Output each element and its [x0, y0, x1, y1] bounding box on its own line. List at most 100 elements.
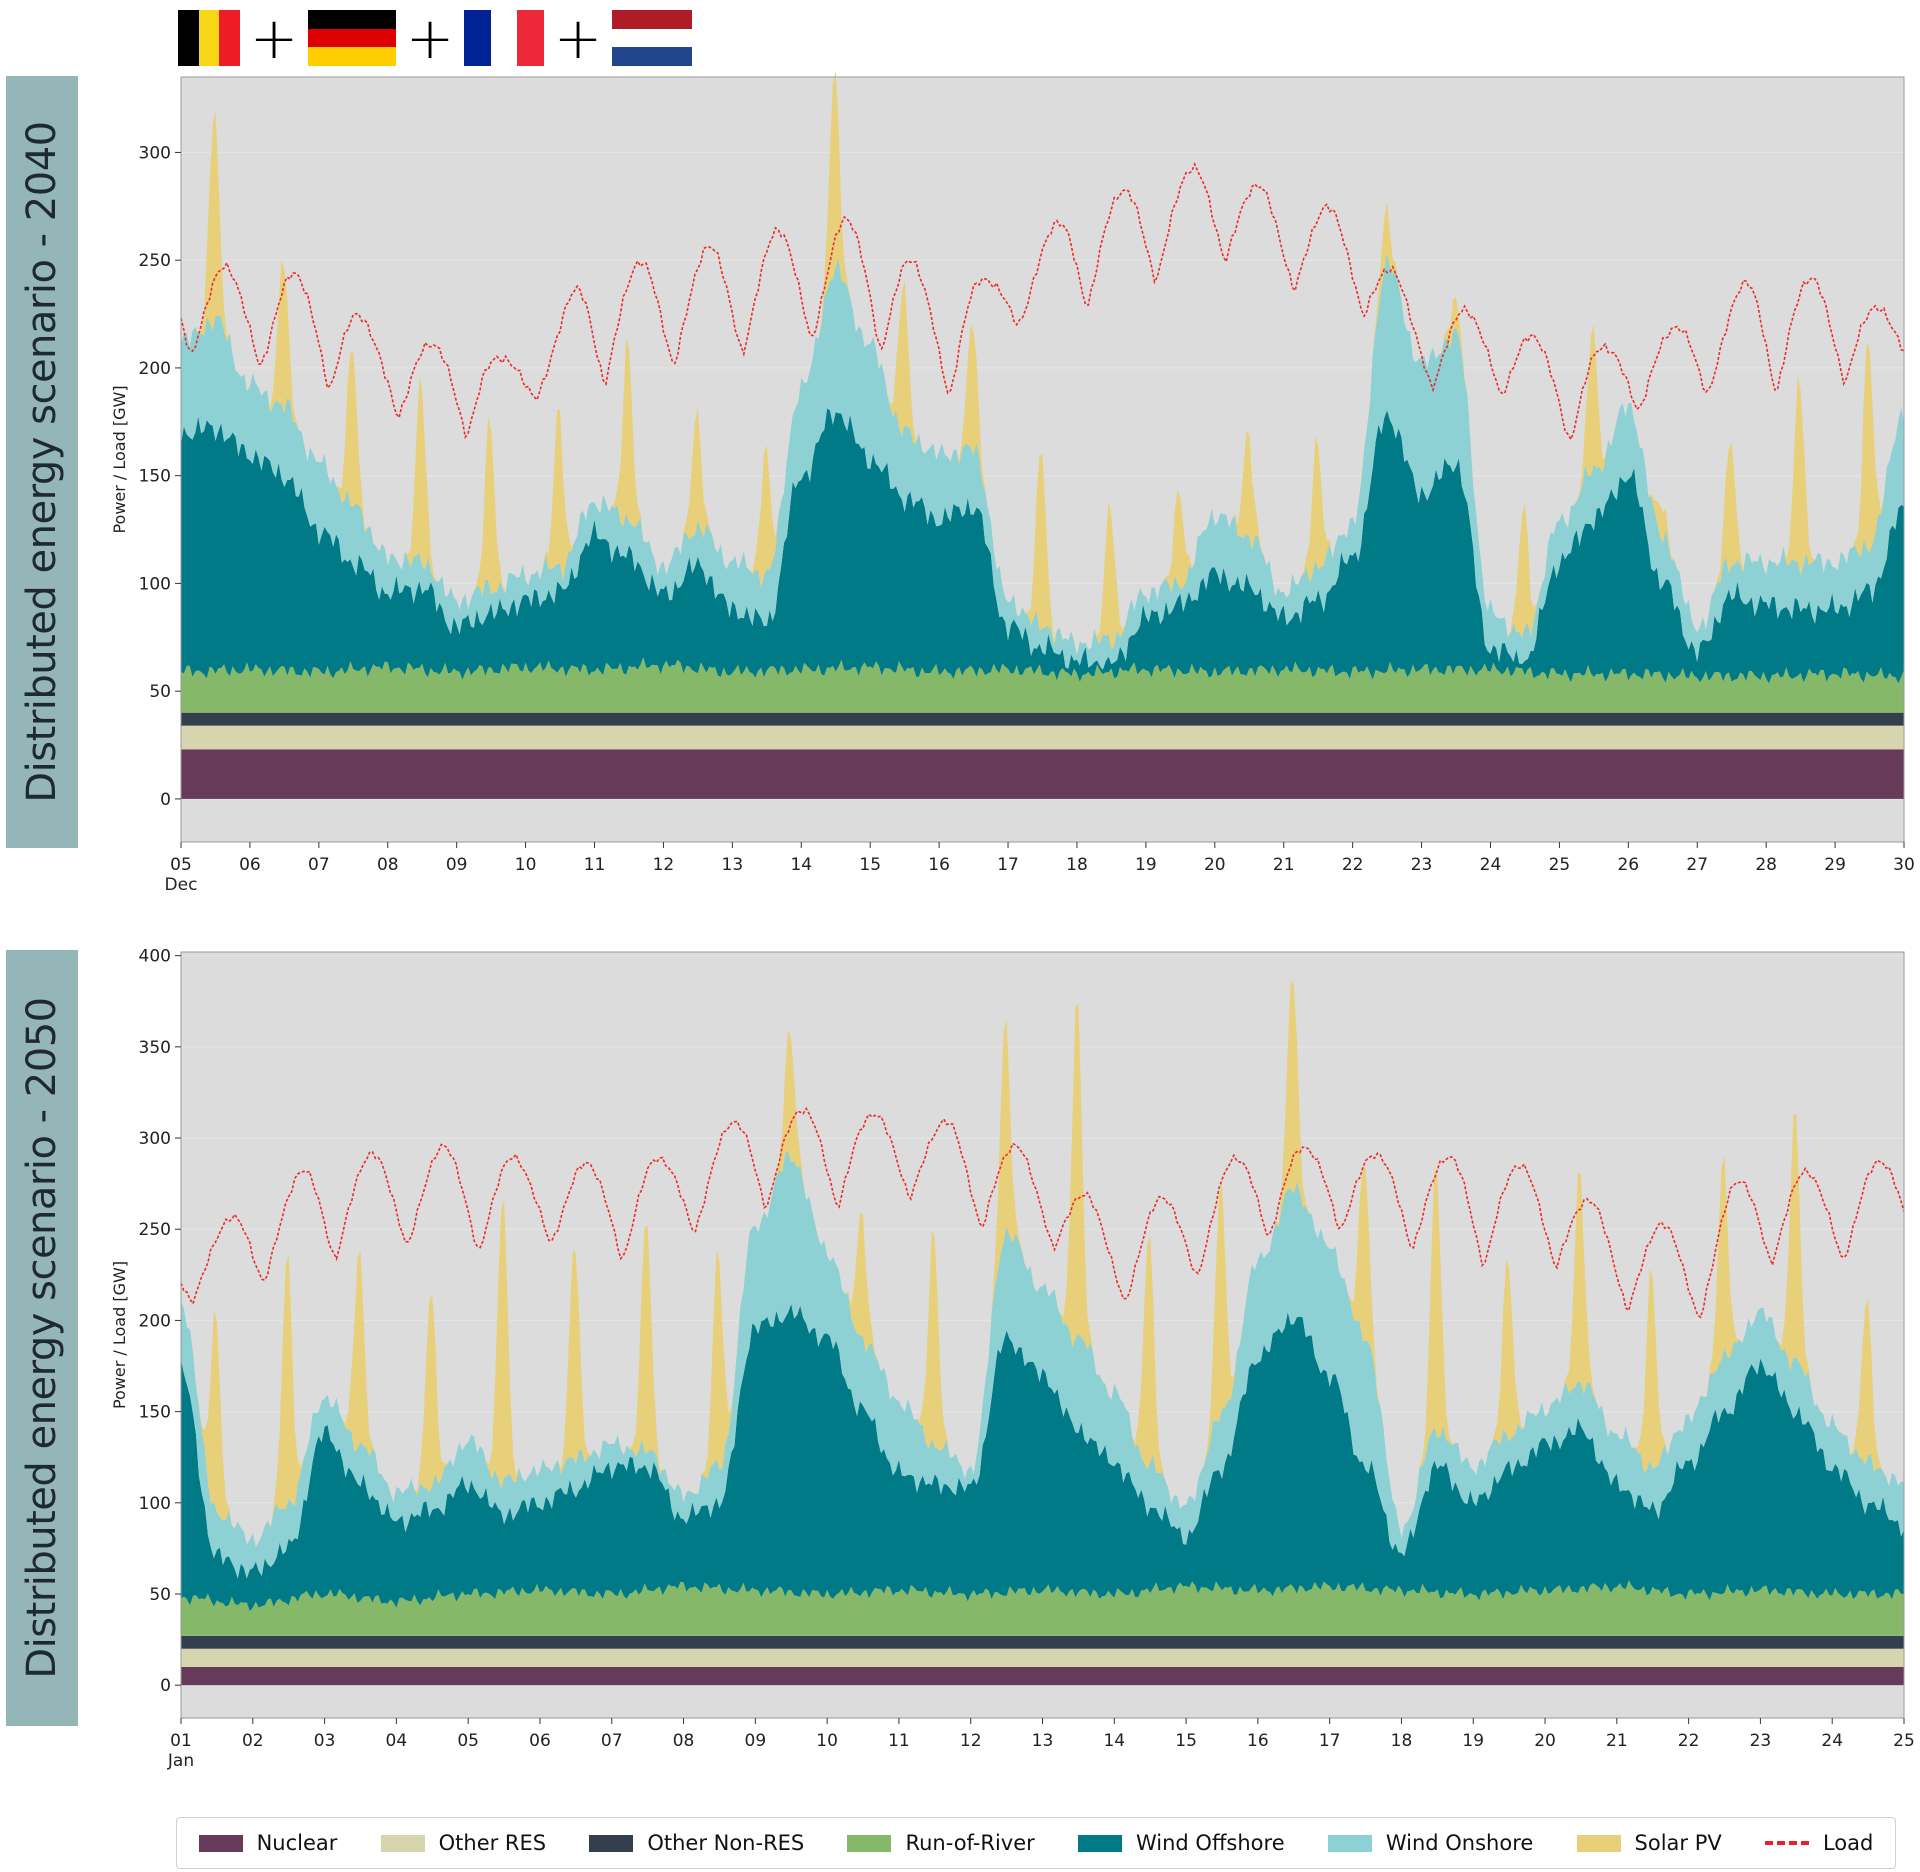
x-tick-label: 28: [1755, 855, 1777, 875]
x-tick-label: 26: [1617, 855, 1639, 875]
load-line: [180, 1106, 1905, 1319]
x-tick-label: 21: [1273, 855, 1295, 875]
y-tick-label: 50: [149, 1585, 171, 1605]
x-tick-label: 09: [745, 1731, 767, 1751]
legend-item-load: Load: [1764, 1831, 1874, 1855]
legend-label: Nuclear: [256, 1831, 338, 1855]
legend-swatch: [380, 1834, 425, 1852]
x-tick-label: 24: [1821, 1731, 1843, 1751]
y-tick-label: 100: [139, 1494, 171, 1514]
scenario-label-2050: Distributed energy scenario - 2050: [6, 950, 78, 1726]
x-tick-label: 09: [446, 855, 468, 875]
chart-2040: 0 50 100 150 200 250 300 Power / Load [GW] 05Dec…: [110, 71, 1915, 895]
netherlands-flag-icon: [612, 10, 692, 67]
x-tick-label: 07: [308, 855, 330, 875]
x-tick-label: 08: [377, 855, 399, 875]
y-tick-label: 150: [139, 1403, 171, 1423]
country-flags: + + +: [178, 4, 692, 72]
x-tick-label: 20: [1534, 1731, 1556, 1751]
other-res-band: [181, 725, 1904, 750]
x-tick-month-label: Dec: [165, 875, 198, 895]
x-tick-label: 19: [1462, 1731, 1484, 1751]
x-tick-label: 30: [1893, 855, 1915, 875]
x-tick-label: 11: [584, 855, 606, 875]
x-tick-label: 21: [1606, 1731, 1628, 1751]
x-tick-label: 11: [888, 1731, 910, 1751]
x-tick-label: 16: [1247, 1731, 1269, 1751]
x-tick-label: 06: [239, 855, 261, 875]
y-tick-label: 250: [139, 251, 171, 271]
x-tick-label: 19: [1135, 855, 1157, 875]
x-tick-label: 06: [529, 1731, 551, 1751]
legend-item-wind-onshore: Wind Onshore: [1327, 1831, 1534, 1855]
run-of-river-area: [181, 1580, 1904, 1636]
y-axis-label: Power / Load [GW]: [110, 1261, 129, 1409]
x-tick-label: 08: [673, 1731, 695, 1751]
wind-offshore-area: [181, 1304, 1904, 1612]
scenario-label-2040: Distributed energy scenario - 2040: [6, 76, 78, 848]
x-tick-label: 18: [1391, 1731, 1413, 1751]
other-non-res-band: [181, 1635, 1904, 1649]
x-tick-label: 17: [997, 855, 1019, 875]
chart-legend: Nuclear Other RES Other Non-RES Run-of-Rive…: [176, 1817, 1896, 1869]
legend-item-run-of-river: Run-of-River: [847, 1831, 1035, 1855]
y-tick-label: 400: [139, 947, 171, 967]
other-non-res-band: [181, 712, 1904, 726]
legend-swatch: [198, 1834, 243, 1852]
x-tick-label: 15: [1175, 1731, 1197, 1751]
legend-item-nuclear: Nuclear: [198, 1831, 338, 1855]
legend-swatch: [1576, 1834, 1621, 1852]
x-tick-label: 22: [1342, 855, 1364, 875]
run-of-river-area: [181, 657, 1904, 713]
x-tick-label: 25: [1893, 1731, 1915, 1751]
x-tick-label: 13: [1032, 1731, 1054, 1751]
y-tick-label: 300: [139, 1129, 171, 1149]
legend-item-other-non-res: Other Non-RES: [589, 1831, 804, 1855]
x-tick-label: 23: [1750, 1731, 1772, 1751]
y-tick-label: 250: [139, 1220, 171, 1240]
x-tick-label: 14: [790, 855, 812, 875]
x-tick-label: 05: [170, 855, 192, 875]
x-tick-label: 13: [722, 855, 744, 875]
x-tick-label: 16: [928, 855, 950, 875]
legend-swatch: [589, 1834, 634, 1852]
plus-sign-2: +: [405, 4, 455, 72]
legend-item-solar-pv: Solar PV: [1576, 1831, 1722, 1855]
x-tick-label: 22: [1678, 1731, 1700, 1751]
germany-flag-icon: [308, 10, 396, 67]
nuclear-band: [181, 1666, 1904, 1686]
legend-item-other-res: Other RES: [380, 1831, 547, 1855]
x-tick-label: 01: [170, 1731, 192, 1751]
legend-label: Solar PV: [1634, 1831, 1722, 1855]
nuclear-band: [181, 749, 1904, 799]
x-tick-label: 20: [1204, 855, 1226, 875]
x-tick-label: 27: [1686, 855, 1708, 875]
x-tick-label: 07: [601, 1731, 623, 1751]
solar-pv-area: [181, 71, 1904, 656]
x-tick-label: 10: [515, 855, 537, 875]
legend-label: Load: [1822, 1831, 1874, 1855]
other-res-band: [181, 1648, 1904, 1667]
x-tick-label: 23: [1411, 855, 1433, 875]
y-tick-label: 50: [149, 682, 171, 702]
x-tick-label: 02: [242, 1731, 264, 1751]
x-tick-label: 04: [386, 1731, 408, 1751]
y-tick-label: 200: [139, 359, 171, 379]
x-tick-label: 05: [457, 1731, 479, 1751]
legend-label: Wind Onshore: [1385, 1831, 1534, 1855]
y-axis-label: Power / Load [GW]: [110, 385, 129, 533]
x-tick-label: 12: [960, 1731, 982, 1751]
x-tick-label: 03: [314, 1731, 336, 1751]
x-tick-label: 10: [816, 1731, 838, 1751]
legend-label: Other Non-RES: [647, 1831, 805, 1855]
y-tick-label: 0: [160, 1676, 171, 1696]
wind-offshore-area: [181, 408, 1904, 684]
legend-item-wind-offshore: Wind Offshore: [1077, 1831, 1285, 1855]
legend-label: Run-of-River: [905, 1831, 1035, 1855]
y-tick-label: 150: [139, 467, 171, 487]
legend-label: Other RES: [438, 1831, 547, 1855]
plot-frame: [180, 76, 1905, 843]
wind-onshore-area: [181, 1151, 1904, 1579]
y-tick-label: 300: [139, 143, 171, 163]
